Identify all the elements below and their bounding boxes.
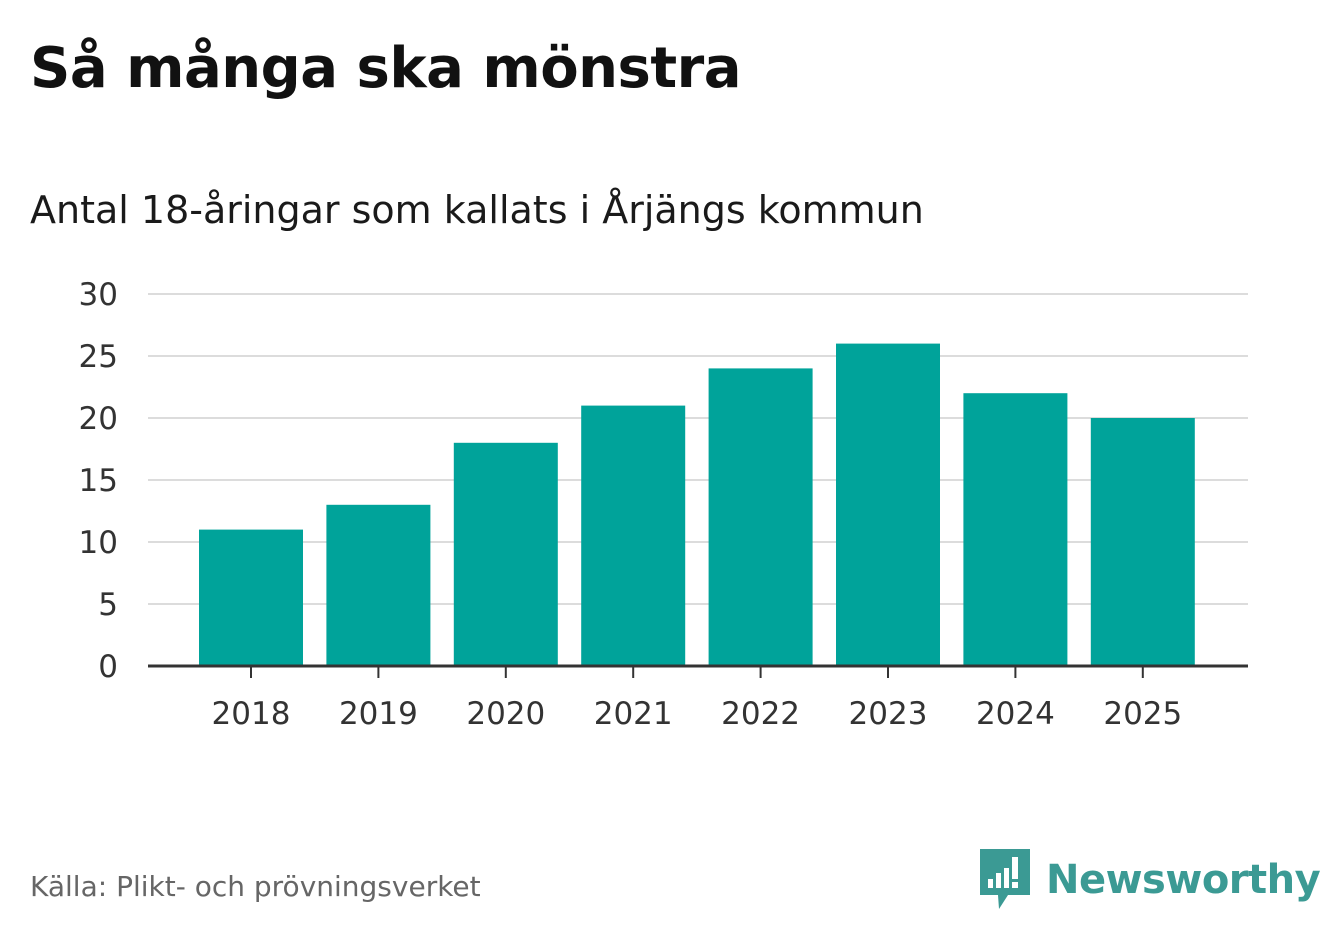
chart-title: Så många ska mönstra — [30, 36, 742, 101]
source-note: Källa: Plikt- och prövningsverket — [30, 870, 481, 903]
y-tick-label: 30 — [79, 277, 118, 313]
bar-2025 — [1090, 418, 1195, 666]
y-tick-label: 0 — [98, 649, 118, 685]
bar-2023 — [836, 343, 940, 666]
y-tick-label: 15 — [79, 463, 118, 499]
bar-2018 — [199, 529, 303, 666]
bar-2024 — [963, 393, 1068, 666]
gridlines — [148, 293, 1248, 605]
chart-subtitle: Antal 18-åringar som kallats i Årjängs k… — [30, 188, 924, 232]
bar-2019 — [326, 504, 431, 666]
bar-2022 — [708, 368, 813, 666]
x-tick-label: 2020 — [466, 696, 545, 732]
x-tick-label: 2022 — [721, 696, 800, 732]
y-tick-label: 20 — [79, 401, 118, 437]
y-tick-label: 25 — [79, 339, 118, 375]
y-axis-ticks: 0 5 10 15 20 25 30 — [79, 277, 118, 685]
x-tick-label: 2023 — [849, 696, 928, 732]
x-tick-label: 2021 — [594, 696, 673, 732]
x-tick-label: 2025 — [1103, 696, 1182, 732]
x-tick-label: 2019 — [339, 696, 418, 732]
bar-2020 — [453, 442, 558, 666]
brand-name: Newsworthy — [1046, 857, 1321, 903]
bar-2021 — [581, 405, 686, 666]
x-tick-label: 2024 — [976, 696, 1055, 732]
brand-logo: Newsworthy — [980, 848, 1321, 912]
newsworthy-logo-icon — [980, 849, 1030, 909]
y-tick-label: 10 — [79, 525, 118, 561]
x-tick-label: 2018 — [212, 696, 291, 732]
x-axis: 2018 2019 2020 2021 2022 2023 2024 2025 — [148, 664, 1248, 732]
y-tick-label: 5 — [98, 587, 118, 623]
bars — [199, 343, 1195, 666]
